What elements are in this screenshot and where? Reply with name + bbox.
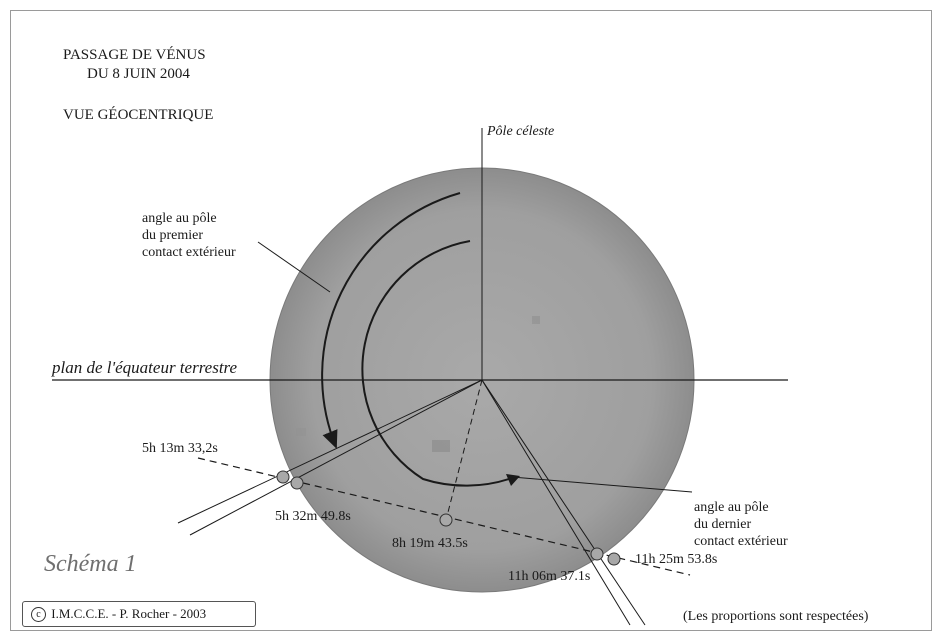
subtitle: VUE GÉOCENTRIQUE [63, 106, 213, 123]
equator-label: plan de l'équateur terrestre [51, 358, 238, 377]
time-label-2: 5h 32m 49.8s [275, 509, 351, 524]
first-contact-label-2: du premier [142, 228, 203, 243]
first-contact-pointer [257, 241, 331, 293]
last-contact-pointer [511, 476, 693, 493]
sunspot [532, 316, 540, 324]
radius-line-mid [445, 379, 483, 521]
time-label-5: 11h 25m 53.8s [635, 552, 717, 567]
last-contact-label-3: contact extérieur [694, 534, 788, 549]
first-contact-label-1: angle au pôle [142, 211, 217, 226]
radius-line-contact-1 [177, 379, 483, 524]
copyright-box: c I.M.C.C.E. - P. Rocher - 2003 [22, 601, 256, 627]
title-line-1: PASSAGE DE VÉNUS [63, 46, 206, 63]
venus-mid-transit [439, 513, 453, 527]
proportions-note: (Les proportions sont respectées) [683, 609, 869, 624]
sunspot [432, 440, 450, 452]
scheme-label: Schéma 1 [44, 551, 137, 577]
radius-line-contact-2 [189, 379, 483, 536]
radius-line-contact-4 [481, 379, 646, 626]
time-label-4: 11h 06m 37.1s [508, 569, 590, 584]
copyright-text: I.M.C.C.E. - P. Rocher - 2003 [51, 606, 207, 621]
venus-contact-1 [276, 470, 290, 484]
radius-line-contact-3 [481, 379, 631, 626]
last-contact-angle-arc [361, 240, 513, 487]
last-contact-label-2: du dernier [694, 517, 751, 532]
first-contact-angle-arc [321, 192, 461, 449]
time-label-3: 8h 19m 43.5s [392, 536, 468, 551]
venus-contact-4 [607, 552, 621, 566]
sunspot [296, 428, 306, 436]
venus-contact-3 [590, 547, 604, 561]
venus-contact-2 [290, 476, 304, 490]
last-contact-label-1: angle au pôle [694, 500, 769, 515]
pole-label: Pôle céleste [486, 124, 554, 139]
copyright-symbol: c [31, 607, 46, 622]
first-contact-label-3: contact extérieur [142, 245, 236, 260]
figure-frame [10, 10, 932, 631]
time-label-1: 5h 13m 33,2s [142, 441, 218, 456]
title-line-2: DU 8 JUIN 2004 [87, 66, 190, 82]
